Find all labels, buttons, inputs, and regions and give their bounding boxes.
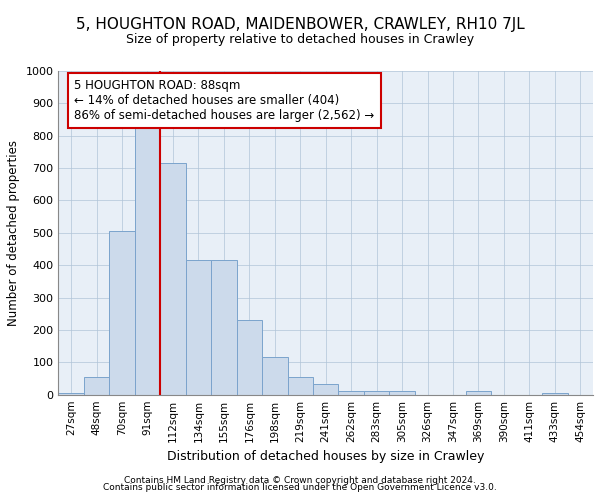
X-axis label: Distribution of detached houses by size in Crawley: Distribution of detached houses by size …	[167, 450, 484, 463]
Bar	[160, 163, 185, 394]
Bar	[389, 391, 415, 394]
Bar	[135, 128, 160, 394]
Text: Size of property relative to detached houses in Crawley: Size of property relative to detached ho…	[126, 32, 474, 46]
Bar	[542, 393, 568, 394]
Text: Contains public sector information licensed under the Open Government Licence v3: Contains public sector information licen…	[103, 484, 497, 492]
Bar	[236, 320, 262, 394]
Text: Contains HM Land Registry data © Crown copyright and database right 2024.: Contains HM Land Registry data © Crown c…	[124, 476, 476, 485]
Bar	[84, 377, 109, 394]
Bar	[287, 377, 313, 394]
Bar	[211, 260, 236, 394]
Bar	[338, 391, 364, 394]
Bar	[109, 231, 135, 394]
Bar	[313, 384, 338, 394]
Bar	[466, 392, 491, 394]
Bar	[185, 260, 211, 394]
Y-axis label: Number of detached properties: Number of detached properties	[7, 140, 20, 326]
Text: 5, HOUGHTON ROAD, MAIDENBOWER, CRAWLEY, RH10 7JL: 5, HOUGHTON ROAD, MAIDENBOWER, CRAWLEY, …	[76, 18, 524, 32]
Bar	[364, 391, 389, 394]
Bar	[262, 356, 287, 395]
Text: 5 HOUGHTON ROAD: 88sqm
← 14% of detached houses are smaller (404)
86% of semi-de: 5 HOUGHTON ROAD: 88sqm ← 14% of detached…	[74, 79, 374, 122]
Bar	[58, 393, 84, 394]
